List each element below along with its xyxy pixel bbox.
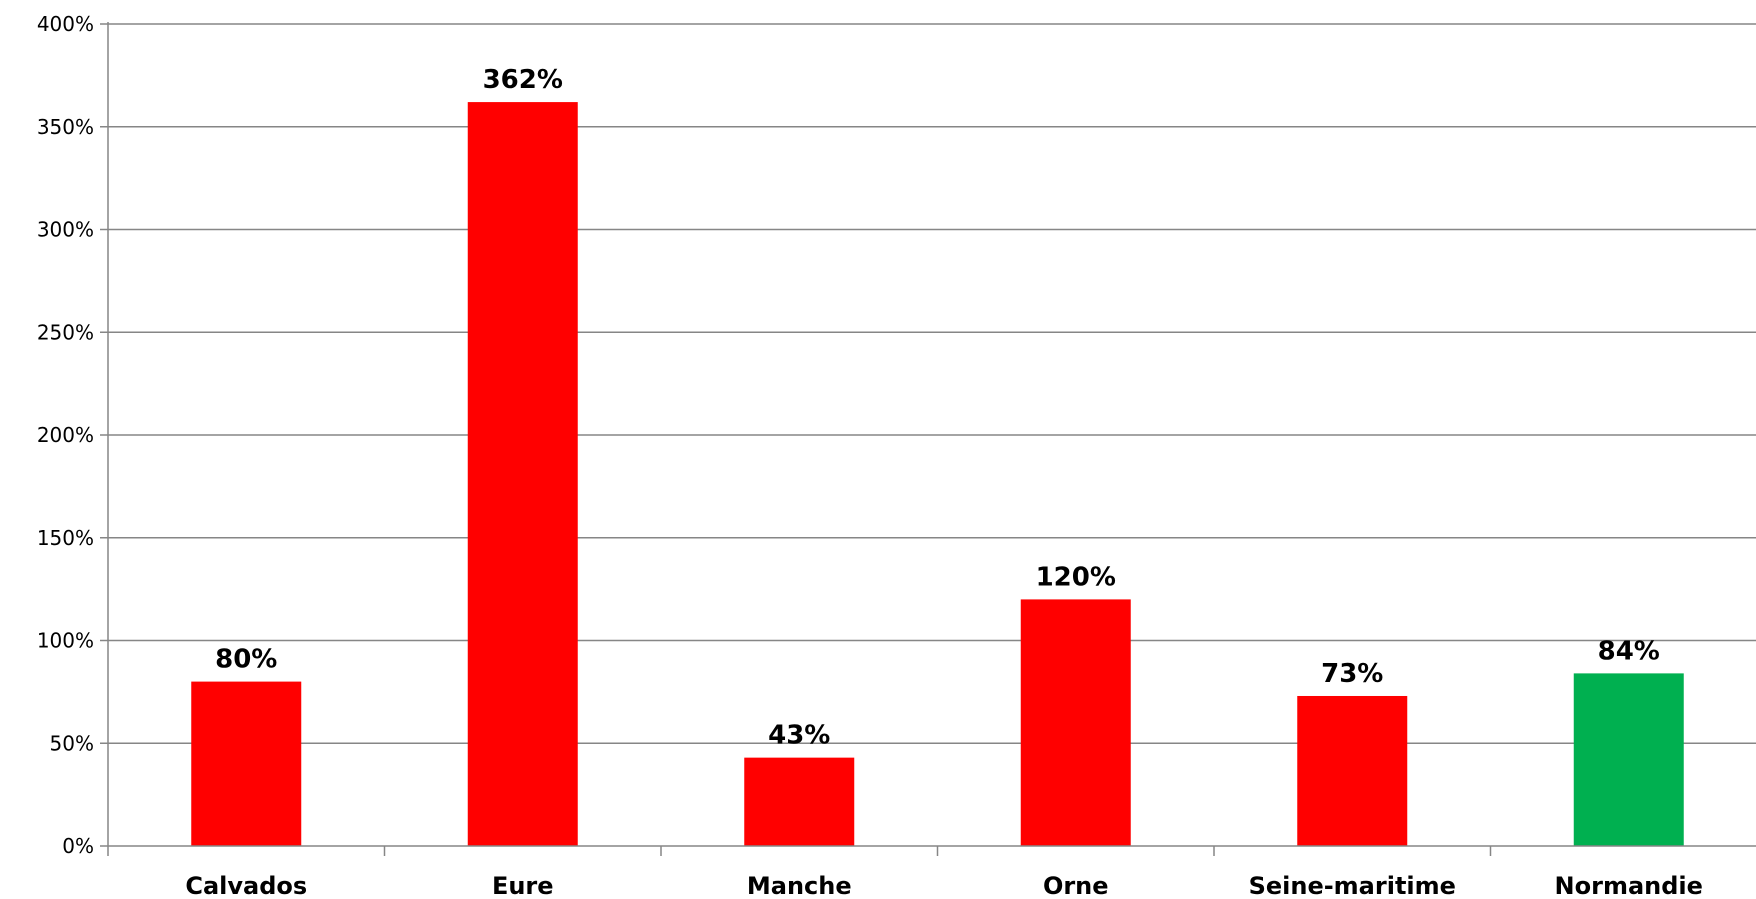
bar-eure [467,102,578,847]
category-label: Normandie [1555,872,1703,899]
category-label: Seine-maritime [1249,872,1456,899]
bar-orne [1020,599,1131,846]
y-tick-label: 250% [37,320,94,344]
bar-seine-maritime [1297,695,1408,846]
category-label: Eure [492,872,554,899]
y-tick-label: 50% [50,731,94,755]
bar-calvados [191,681,302,846]
data-labels: 80% 362% 43% 120% 73% 84% [215,65,1660,751]
category-label: Calvados [185,872,307,899]
gridlines [108,23,1756,744]
y-tick-label: 300% [37,218,94,242]
data-label: 80% [215,645,277,675]
y-tick-label: 0% [62,834,94,858]
category-label: Orne [1043,872,1109,899]
bar-normandie [1573,673,1684,846]
y-tick-label: 350% [37,115,94,139]
data-label: 120% [1036,562,1116,592]
bar-manche [744,757,855,846]
y-tick-label: 100% [37,629,94,653]
y-tick-label: 200% [37,423,94,447]
x-axis-category-labels: Calvados Eure Manche Orne Seine-maritime Norm… [185,872,1703,899]
y-tick-label: 400% [37,12,94,36]
axes [107,22,1756,856]
y-axis-ticks: 0% 50% 100% 150% 200% 250% 300% 350% 400% [37,12,108,858]
y-tick-label: 150% [37,526,94,550]
category-label: Manche [747,872,852,899]
data-label: 43% [768,721,830,751]
bars [191,102,1684,847]
data-label: 84% [1598,636,1660,666]
data-label: 73% [1321,659,1383,689]
data-label: 362% [483,65,563,95]
